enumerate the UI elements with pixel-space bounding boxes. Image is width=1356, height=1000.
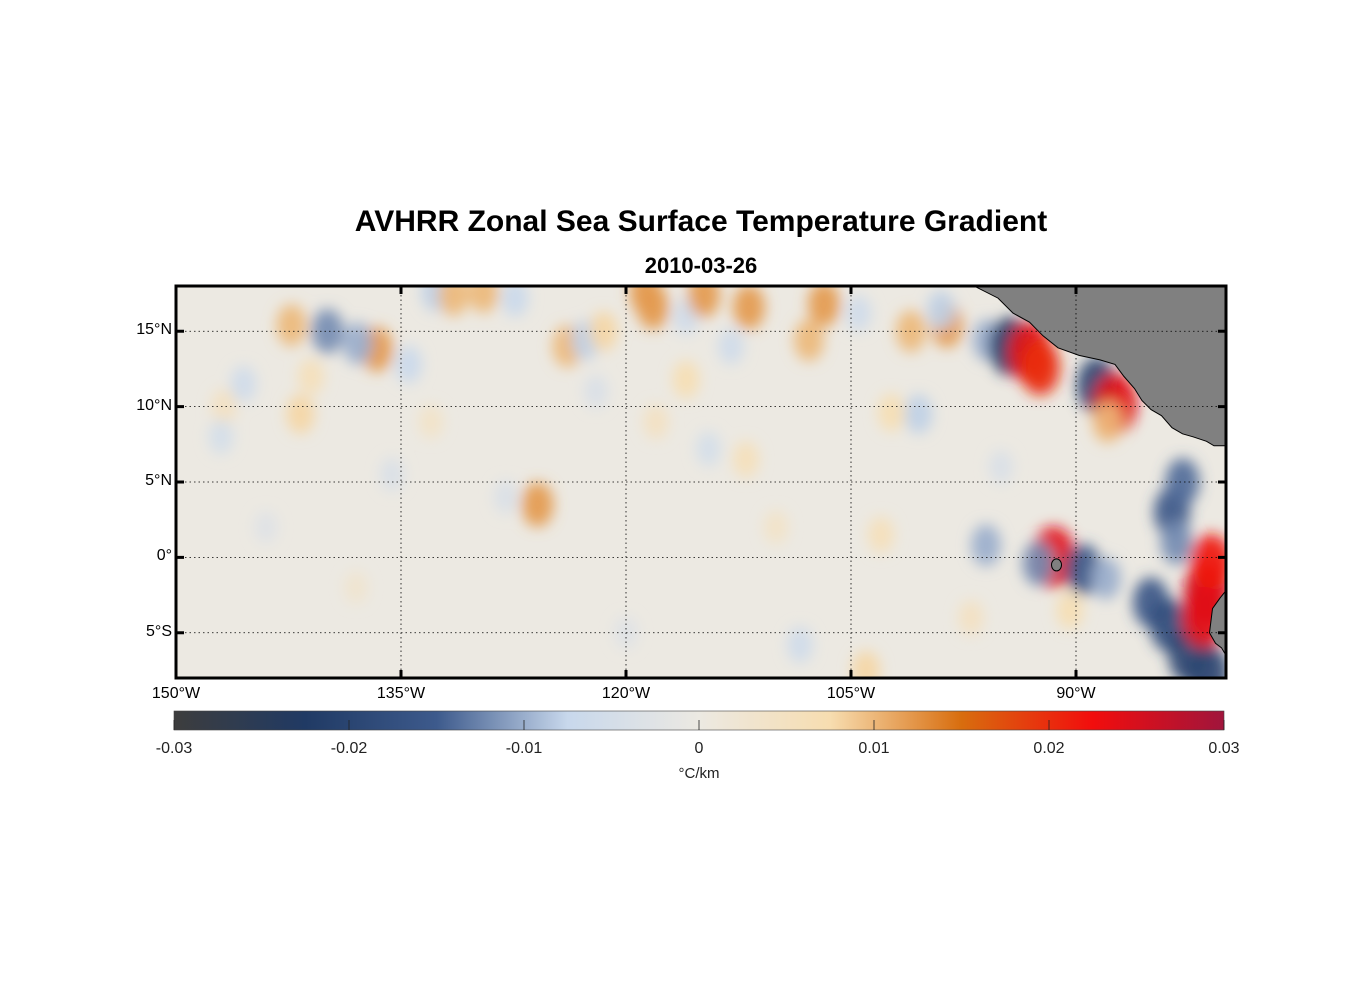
central-america-land bbox=[973, 286, 1226, 447]
gradient-feature bbox=[254, 511, 278, 544]
gradient-feature bbox=[468, 286, 499, 314]
gradient-feature bbox=[230, 365, 257, 403]
gradient-feature bbox=[211, 389, 237, 425]
colorbar-tick-label: 0 bbox=[694, 740, 704, 757]
lon-tick-label: 90°W bbox=[1056, 685, 1096, 702]
gradient-feature bbox=[733, 286, 765, 330]
gradient-feature bbox=[787, 626, 813, 664]
gradient-feature bbox=[208, 419, 234, 455]
lon-tick-label: 105°W bbox=[826, 685, 876, 702]
gradient-feature bbox=[419, 404, 443, 439]
gradient-feature bbox=[904, 394, 933, 434]
gradient-feature bbox=[718, 328, 744, 365]
colorbar-tick-label: -0.01 bbox=[505, 740, 543, 757]
gradient-feature bbox=[1165, 458, 1200, 506]
colorbar-tick-label: 0.03 bbox=[1208, 740, 1240, 757]
colorbar-units-label: °C/km bbox=[678, 765, 720, 782]
gradient-feature bbox=[438, 286, 469, 317]
gradient-feature bbox=[764, 510, 788, 545]
colorbar-tick-label: 0.01 bbox=[858, 740, 890, 757]
lat-tick-label: 5°N bbox=[145, 472, 172, 489]
gradient-feature bbox=[672, 360, 700, 399]
gradient-feature bbox=[733, 441, 759, 478]
gradient-feature bbox=[1188, 643, 1226, 678]
gradient-feature bbox=[852, 650, 880, 678]
colorbar-tick-label: 0.02 bbox=[1033, 740, 1065, 757]
gradient-feature bbox=[344, 571, 368, 604]
lon-tick-label: 135°W bbox=[376, 685, 426, 702]
gradient-feature bbox=[311, 308, 344, 354]
gradient-feature bbox=[494, 480, 518, 514]
gradient-feature bbox=[868, 516, 894, 553]
gradient-feature bbox=[395, 345, 422, 384]
gradient-feature bbox=[1020, 339, 1060, 396]
colorbar-tick-label: -0.02 bbox=[330, 740, 368, 757]
gradient-feature bbox=[878, 393, 905, 432]
gradient-feature bbox=[989, 450, 1013, 484]
gradient-feature bbox=[1091, 557, 1121, 600]
chart-title: AVHRR Zonal Sea Surface Temperature Grad… bbox=[354, 205, 1048, 238]
gradient-feature bbox=[927, 290, 955, 330]
gradient-feature bbox=[501, 286, 529, 317]
gradient-feature bbox=[1160, 519, 1193, 565]
gradient-feature bbox=[298, 358, 324, 395]
gradient-feature bbox=[380, 457, 404, 492]
lat-tick-label: 10°N bbox=[136, 396, 172, 414]
gradient-feature bbox=[286, 394, 315, 434]
gradient-feature bbox=[845, 294, 872, 332]
colorbar-tick-label: -0.03 bbox=[155, 740, 193, 757]
gradient-feature bbox=[958, 600, 984, 636]
gradient-feature bbox=[1022, 541, 1055, 586]
lat-tick-label: 0° bbox=[156, 547, 172, 565]
gradient-feature bbox=[342, 322, 373, 365]
lat-tick-label: 15°N bbox=[136, 321, 172, 339]
gradient-feature bbox=[276, 304, 307, 347]
gradient-feature bbox=[688, 286, 720, 318]
lat-tick-label: 5°S bbox=[146, 622, 172, 640]
galapagos-island bbox=[1051, 558, 1062, 572]
lon-tick-label: 120°W bbox=[601, 685, 651, 702]
gradient-feature bbox=[1056, 591, 1084, 630]
gradient-feature bbox=[696, 431, 721, 467]
gradient-feature bbox=[629, 286, 662, 315]
gradient-feature bbox=[643, 404, 669, 440]
lon-tick-label: 150°W bbox=[151, 685, 201, 702]
gradient-feature bbox=[584, 374, 608, 409]
gradient-feature bbox=[808, 286, 840, 327]
gradient-feature bbox=[1092, 400, 1123, 443]
gradient-feature bbox=[971, 524, 1001, 567]
gradient-feature bbox=[521, 482, 554, 528]
gradient-feature bbox=[794, 319, 824, 362]
chart-subtitle: 2010-03-26 bbox=[644, 253, 758, 278]
gradient-feature bbox=[1190, 534, 1226, 593]
